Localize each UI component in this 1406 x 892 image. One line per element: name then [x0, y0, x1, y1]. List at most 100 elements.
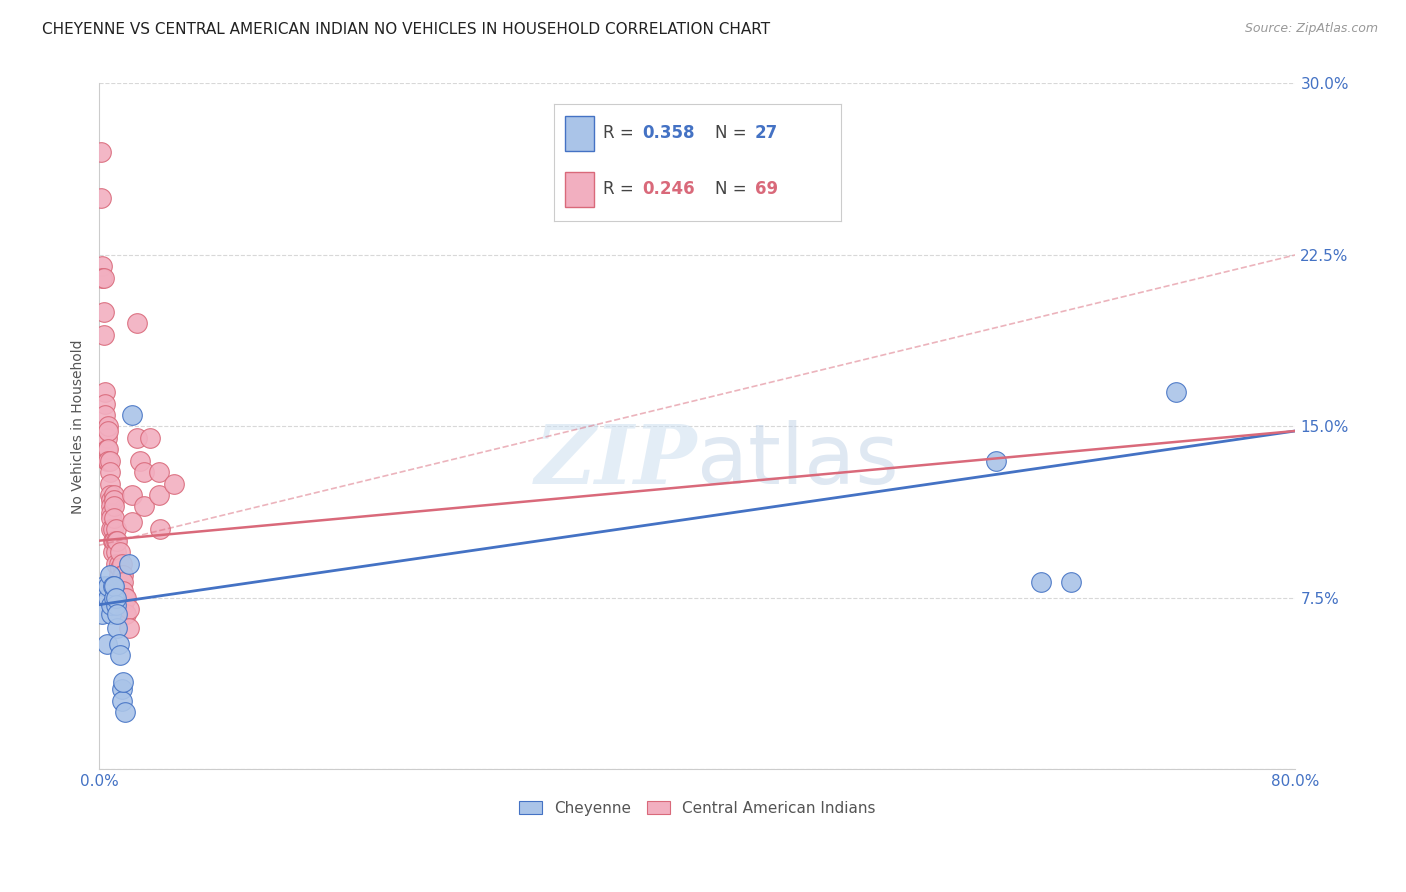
Point [112, 675, 135, 690]
Point [98, 453, 121, 467]
Point [91, 260, 114, 274]
Point [104, 598, 127, 612]
Point [98, 488, 121, 502]
Point [121, 408, 143, 422]
Point [100, 511, 122, 525]
Point [114, 591, 136, 605]
Point [97, 419, 120, 434]
Point [114, 607, 136, 621]
Point [163, 476, 186, 491]
Point [98, 476, 121, 491]
Point [112, 598, 135, 612]
Point [97, 442, 120, 457]
Point [101, 545, 124, 559]
Point [94, 408, 117, 422]
Point [112, 584, 135, 599]
Point [101, 533, 124, 548]
Point [100, 522, 122, 536]
Legend: Cheyenne, Central American Indians: Cheyenne, Central American Indians [512, 793, 883, 823]
Point [97, 591, 120, 605]
Point [103, 492, 125, 507]
Point [148, 465, 170, 479]
Point [108, 561, 131, 575]
Point [125, 317, 148, 331]
Point [107, 579, 129, 593]
Point [148, 488, 170, 502]
Point [100, 506, 122, 520]
Point [112, 568, 135, 582]
Point [91, 607, 114, 621]
Point [90, 145, 112, 159]
Point [110, 579, 132, 593]
Point [103, 500, 125, 514]
Point [132, 465, 155, 479]
Point [132, 500, 155, 514]
Point [101, 522, 124, 536]
Point [97, 453, 120, 467]
Point [104, 591, 127, 605]
Point [104, 522, 127, 536]
Point [100, 598, 122, 612]
Point [139, 431, 162, 445]
Point [118, 621, 141, 635]
Point [110, 568, 132, 582]
Text: atlas: atlas [697, 420, 898, 501]
Point [110, 694, 132, 708]
Point [93, 270, 115, 285]
Point [98, 568, 121, 582]
Point [149, 522, 172, 536]
Point [104, 557, 127, 571]
Point [98, 465, 121, 479]
Point [118, 557, 141, 571]
Point [128, 453, 150, 467]
Point [114, 705, 136, 719]
Point [103, 591, 125, 605]
Point [91, 270, 114, 285]
Point [104, 533, 127, 548]
Point [1164, 385, 1187, 400]
Point [94, 385, 117, 400]
Point [97, 579, 120, 593]
Point [108, 648, 131, 662]
Point [103, 533, 125, 548]
Point [105, 621, 128, 635]
Point [108, 545, 131, 559]
Point [103, 511, 125, 525]
Point [93, 327, 115, 342]
Point [97, 424, 120, 438]
Point [986, 453, 1008, 467]
Point [100, 492, 122, 507]
Point [118, 602, 141, 616]
Y-axis label: No Vehicles in Household: No Vehicles in Household [72, 339, 86, 514]
Point [104, 545, 127, 559]
Point [115, 607, 138, 621]
Point [93, 305, 115, 319]
Point [100, 500, 122, 514]
Text: CHEYENNE VS CENTRAL AMERICAN INDIAN NO VEHICLES IN HOUSEHOLD CORRELATION CHART: CHEYENNE VS CENTRAL AMERICAN INDIAN NO V… [42, 22, 770, 37]
Point [94, 396, 117, 410]
Point [107, 568, 129, 582]
Text: Source: ZipAtlas.com: Source: ZipAtlas.com [1244, 22, 1378, 36]
Point [125, 431, 148, 445]
Point [103, 488, 125, 502]
Point [112, 574, 135, 589]
Point [93, 579, 115, 593]
Point [96, 636, 118, 650]
Text: ZIP: ZIP [534, 421, 697, 500]
Point [105, 533, 128, 548]
Point [1060, 574, 1083, 589]
Point [107, 636, 129, 650]
Point [90, 191, 112, 205]
Point [103, 579, 125, 593]
Point [115, 591, 138, 605]
Point [110, 682, 132, 697]
Point [96, 442, 118, 457]
Point [1031, 574, 1053, 589]
Point [121, 516, 143, 530]
Point [121, 488, 143, 502]
Point [107, 557, 129, 571]
Point [100, 607, 122, 621]
Point [110, 557, 132, 571]
Point [101, 579, 124, 593]
Point [96, 431, 118, 445]
